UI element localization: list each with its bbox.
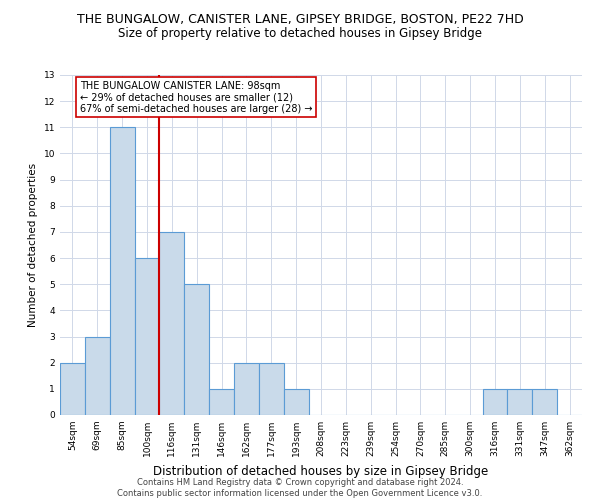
Y-axis label: Number of detached properties: Number of detached properties xyxy=(28,163,38,327)
Bar xyxy=(482,389,508,415)
Text: Size of property relative to detached houses in Gipsey Bridge: Size of property relative to detached ho… xyxy=(118,28,482,40)
Bar xyxy=(110,128,134,415)
Text: THE BUNGALOW CANISTER LANE: 98sqm
← 29% of detached houses are smaller (12)
67% : THE BUNGALOW CANISTER LANE: 98sqm ← 29% … xyxy=(80,80,313,114)
Bar xyxy=(508,389,532,415)
Text: THE BUNGALOW, CANISTER LANE, GIPSEY BRIDGE, BOSTON, PE22 7HD: THE BUNGALOW, CANISTER LANE, GIPSEY BRID… xyxy=(77,12,523,26)
Bar xyxy=(160,232,184,415)
Bar xyxy=(259,362,284,415)
Bar xyxy=(60,362,85,415)
Bar xyxy=(134,258,160,415)
Bar xyxy=(532,389,557,415)
Text: Contains HM Land Registry data © Crown copyright and database right 2024.
Contai: Contains HM Land Registry data © Crown c… xyxy=(118,478,482,498)
Bar xyxy=(284,389,308,415)
Bar xyxy=(85,336,110,415)
Bar xyxy=(209,389,234,415)
X-axis label: Distribution of detached houses by size in Gipsey Bridge: Distribution of detached houses by size … xyxy=(154,464,488,477)
Bar xyxy=(234,362,259,415)
Bar xyxy=(184,284,209,415)
